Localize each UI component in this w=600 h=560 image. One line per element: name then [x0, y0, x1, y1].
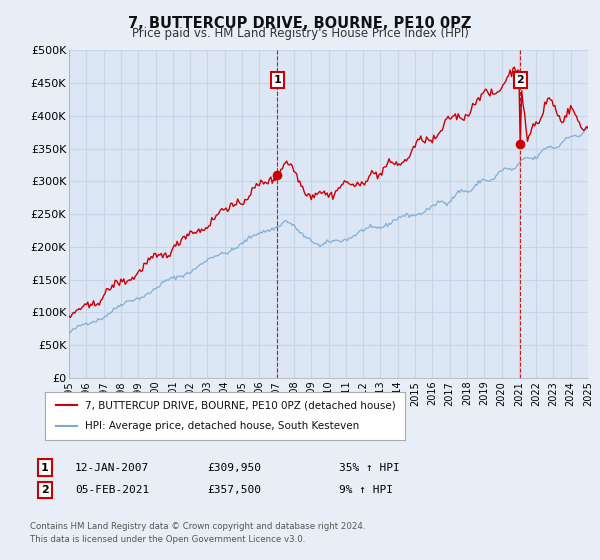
Point	[515, 139, 525, 148]
Text: HPI: Average price, detached house, South Kesteven: HPI: Average price, detached house, Sout…	[85, 421, 359, 431]
Text: 2: 2	[517, 75, 524, 85]
Text: Price paid vs. HM Land Registry's House Price Index (HPI): Price paid vs. HM Land Registry's House …	[131, 27, 469, 40]
Text: 2: 2	[41, 485, 49, 495]
Text: 9% ↑ HPI: 9% ↑ HPI	[339, 485, 393, 495]
Text: 1: 1	[41, 463, 49, 473]
Point	[272, 170, 282, 179]
Text: Contains HM Land Registry data © Crown copyright and database right 2024.
This d: Contains HM Land Registry data © Crown c…	[30, 522, 365, 544]
Text: 1: 1	[274, 75, 281, 85]
Text: 12-JAN-2007: 12-JAN-2007	[75, 463, 149, 473]
Text: 35% ↑ HPI: 35% ↑ HPI	[339, 463, 400, 473]
Text: 7, BUTTERCUP DRIVE, BOURNE, PE10 0PZ: 7, BUTTERCUP DRIVE, BOURNE, PE10 0PZ	[128, 16, 472, 31]
Text: 05-FEB-2021: 05-FEB-2021	[75, 485, 149, 495]
Text: £309,950: £309,950	[207, 463, 261, 473]
Text: 7, BUTTERCUP DRIVE, BOURNE, PE10 0PZ (detached house): 7, BUTTERCUP DRIVE, BOURNE, PE10 0PZ (de…	[85, 400, 395, 410]
Text: £357,500: £357,500	[207, 485, 261, 495]
